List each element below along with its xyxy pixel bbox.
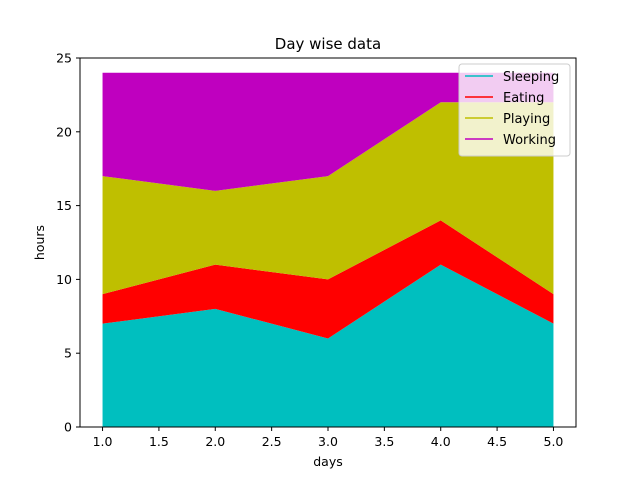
area-sleeping <box>102 264 554 427</box>
y-tick-label: 10 <box>56 272 72 287</box>
x-axis: 1.0 1.5 2.0 2.5 3.0 3.5 4.0 4.5 5.0 <box>93 427 564 449</box>
y-tick-label: 15 <box>56 198 72 213</box>
y-tick-label: 5 <box>64 346 72 361</box>
x-tick-label: 3.5 <box>374 434 394 449</box>
x-tick-label: 4.5 <box>487 434 507 449</box>
y-tick-label: 20 <box>56 124 72 139</box>
legend-label-working: Working <box>503 133 556 148</box>
legend-label-eating: Eating <box>503 91 544 106</box>
chart-title: Day wise data <box>275 35 381 53</box>
area-playing <box>102 102 554 295</box>
legend-label-playing: Playing <box>503 112 550 127</box>
x-tick-label: 3.0 <box>318 434 338 449</box>
x-tick-label: 1.5 <box>149 434 169 449</box>
x-tick-label: 2.5 <box>262 434 282 449</box>
y-tick-label: 25 <box>56 51 72 66</box>
legend: Sleeping Eating Playing Working <box>458 63 571 157</box>
y-axis: 0 5 10 15 20 25 <box>56 51 80 435</box>
area-working <box>102 72 554 191</box>
area-series-group <box>102 72 554 427</box>
x-axis-label: days <box>313 454 343 469</box>
x-tick-label: 2.0 <box>205 434 225 449</box>
x-tick-label: 1.0 <box>93 434 113 449</box>
legend-label-sleeping: Sleeping <box>503 70 559 85</box>
y-tick-label: 0 <box>64 420 72 435</box>
y-axis-label: hours <box>32 225 47 260</box>
x-tick-label: 4.0 <box>431 434 451 449</box>
legend-box <box>458 63 571 157</box>
x-tick-label: 5.0 <box>544 434 564 449</box>
